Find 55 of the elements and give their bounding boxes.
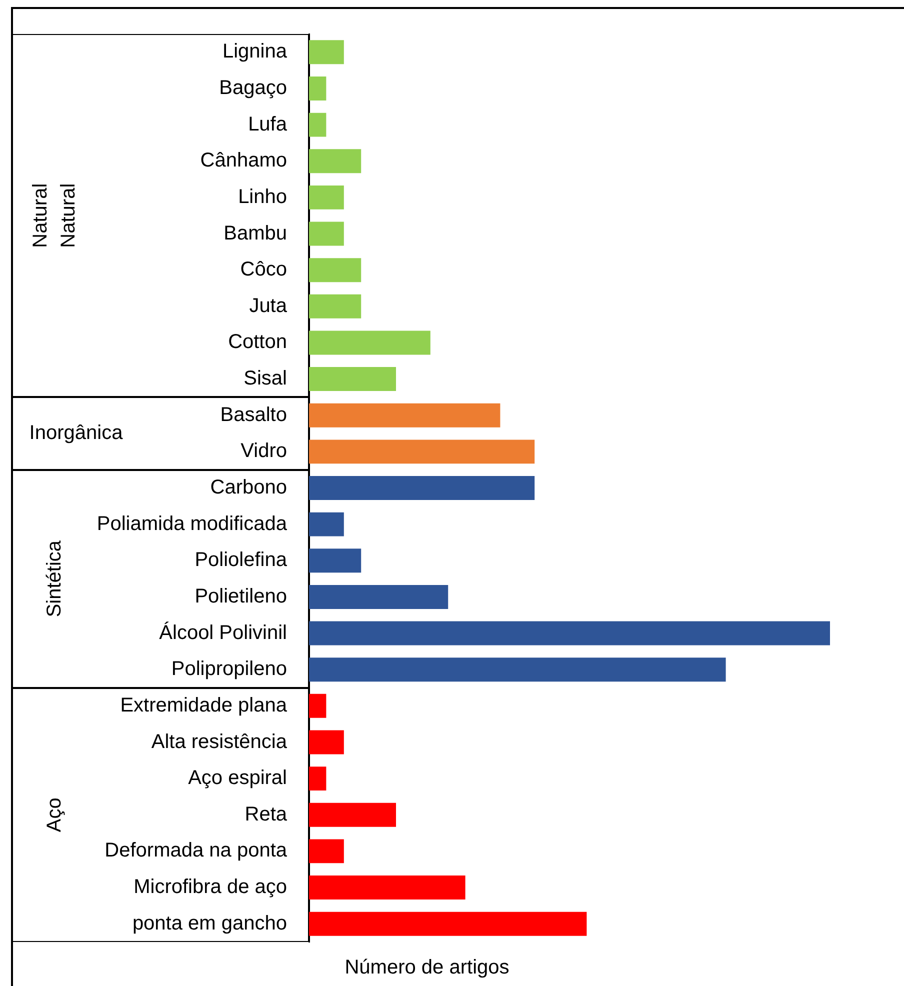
y-tick-label: Lufa bbox=[248, 113, 288, 136]
y-tick-label: Álcool Polivinil bbox=[159, 620, 287, 644]
bar bbox=[309, 876, 466, 900]
bar bbox=[309, 440, 535, 464]
y-tick-label: Deformada na ponta bbox=[104, 840, 288, 862]
bar bbox=[309, 294, 362, 318]
bar bbox=[309, 330, 430, 355]
y-tick-label: Poliamida modificada bbox=[96, 512, 288, 535]
bar bbox=[309, 476, 535, 500]
y-tick-label: Vidro bbox=[240, 440, 287, 462]
bar bbox=[309, 548, 362, 573]
bar bbox=[309, 766, 326, 791]
text: Natural Natural bbox=[30, 183, 80, 248]
y-tick-label: Alta resistência bbox=[151, 730, 288, 753]
bar bbox=[309, 258, 362, 282]
bar bbox=[309, 912, 587, 936]
y-tick-label: Carbono bbox=[210, 476, 287, 499]
bar bbox=[309, 730, 344, 754]
text: Sintética bbox=[44, 540, 66, 618]
bar bbox=[309, 367, 396, 392]
bar bbox=[309, 839, 344, 864]
y-tick-label: Extremidade plana bbox=[120, 694, 288, 716]
y-tick-label: Bambu bbox=[224, 222, 287, 244]
y-tick-label: Polietileno bbox=[194, 585, 287, 608]
bar bbox=[309, 512, 344, 536]
y-tick-label: Sisal bbox=[244, 368, 287, 390]
bar bbox=[309, 76, 326, 100]
y-tick-label: Reta bbox=[244, 803, 288, 826]
bar bbox=[309, 149, 362, 174]
y-tick-label: Polipropileno bbox=[171, 658, 287, 680]
y-tick-label: Microfibra de aço bbox=[134, 876, 287, 898]
bar bbox=[309, 40, 344, 64]
y-tick-label: Cotton bbox=[228, 331, 287, 354]
bar bbox=[309, 403, 500, 428]
bar bbox=[309, 658, 726, 682]
y-tick-label: Basalto bbox=[220, 404, 287, 426]
bar bbox=[309, 802, 396, 827]
y-tick-label: ponta em gancho bbox=[132, 912, 287, 934]
y-tick-label: Bagaço bbox=[219, 76, 287, 99]
bar bbox=[309, 694, 326, 718]
bar bbox=[309, 112, 326, 137]
bar bbox=[309, 621, 830, 646]
y-tick-label: Lignina bbox=[222, 40, 288, 63]
bar bbox=[309, 185, 344, 210]
bar bbox=[309, 584, 448, 609]
y-tick-label: Linho bbox=[238, 186, 287, 208]
text: Aço bbox=[44, 798, 66, 832]
y-tick-label: Aço espiral bbox=[188, 767, 287, 790]
bar bbox=[309, 222, 344, 246]
y-tick-label: Poliolefina bbox=[194, 549, 288, 572]
y-tick-label: Juta bbox=[249, 294, 288, 317]
y-tick-label: Côco bbox=[240, 258, 287, 281]
text: Inorgânica bbox=[29, 422, 124, 444]
x-axis-title: Número de artigos bbox=[344, 956, 510, 979]
y-tick-label: Cânhamo bbox=[200, 150, 287, 172]
